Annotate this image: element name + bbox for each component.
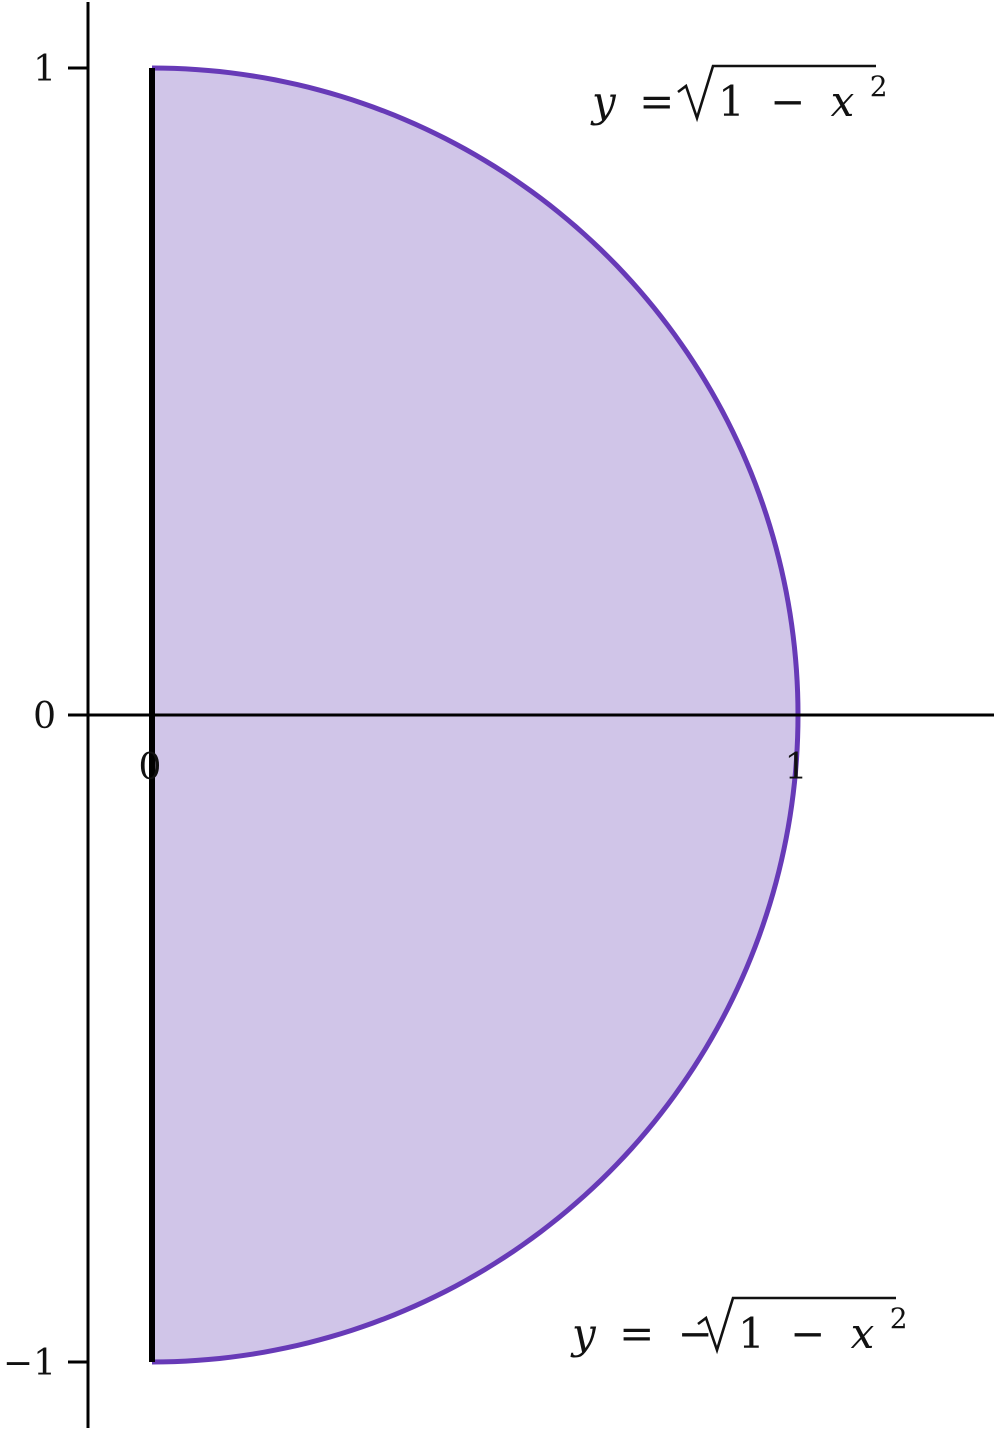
radical-one: 1 [738,1309,765,1358]
y-tick-label: −1 [3,1343,56,1384]
lower-curve-equation-label: y = − 1 − x 2 [570,1296,908,1358]
svg-text:y =: y = [590,77,674,126]
radical-x: x [851,1309,875,1358]
radical-sign-icon [677,64,876,123]
equation-negative-sign: − [678,1309,713,1358]
equation-lhs: y [590,77,617,126]
equation-lhs: y [570,1309,597,1358]
radical-minus: − [770,77,805,126]
y-tick-label: 0 [33,696,56,737]
equation-equals: = [639,77,674,126]
radical-one: 1 [718,77,745,126]
svg-text:1 − x 2: 1 − x 2 [718,70,888,126]
radical-exponent: 2 [870,70,888,103]
y-axis-ticks: 1 0 −1 [3,49,88,1384]
x-tick-label: 0 [139,747,162,788]
x-tick-label: 1 [785,747,808,788]
radical-sign-icon [697,1296,896,1355]
radical-exponent: 2 [890,1302,908,1335]
radical-minus: − [790,1309,825,1358]
x-axis-ticks: 0 1 [139,747,808,788]
svg-text:1 − x 2: 1 − x 2 [738,1302,908,1358]
upper-curve-equation-label: y = 1 − x 2 [590,64,888,126]
svg-text:y = −: y = − [570,1309,713,1358]
radical-x: x [831,77,855,126]
equation-equals: = [619,1309,654,1358]
y-tick-label: 1 [33,49,56,90]
